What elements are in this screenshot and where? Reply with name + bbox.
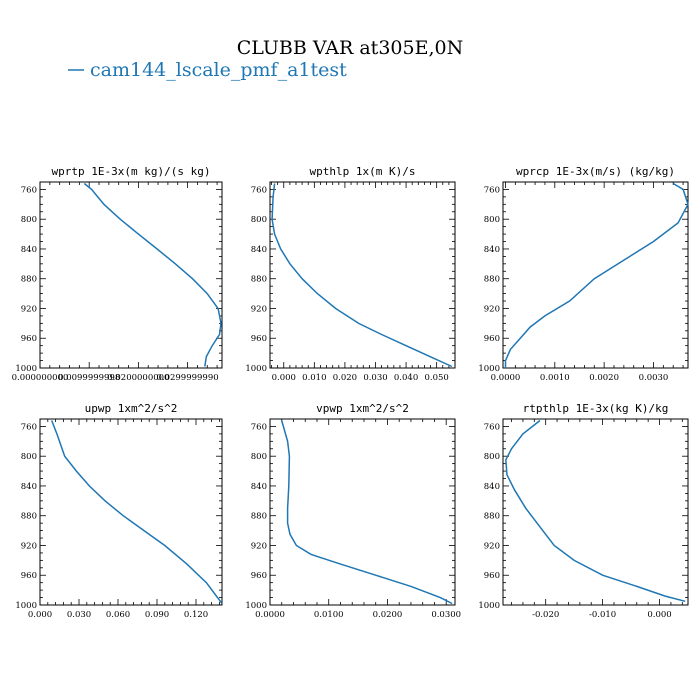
x-tick-label: 0.0000 [491, 373, 521, 383]
y-tick-label: 800 [484, 452, 500, 462]
y-tick-label: 840 [484, 245, 500, 255]
y-tick-label: 840 [21, 482, 37, 492]
panel-5: vpwp 1xm^2/s^2 760 800 840 880 920 960 10000.00… [245, 402, 461, 620]
plot-frame [269, 418, 456, 606]
x-tick-label: 0.000 [272, 373, 296, 383]
series-line [280, 420, 453, 605]
y-tick-label: 960 [251, 334, 267, 344]
series-line [51, 420, 223, 604]
y-tick-label: 880 [21, 512, 37, 522]
x-tick-label: 0.000 [28, 610, 52, 620]
legend-label: cam144_lscale_pmf_a1test [90, 59, 347, 81]
panel-title: wprcp 1E-3x(m/s) (kg/kg) [516, 165, 675, 178]
x-tick-label: 0.040 [394, 373, 418, 383]
panel-3: wprcp 1E-3x(m/s) (kg/kg) 760 800 840 880 920 9… [478, 165, 689, 383]
panel-title: wpthlp 1x(m K)/s [310, 165, 416, 178]
x-tick-label: 0.050 [424, 373, 448, 383]
x-tick-label: 0.0200 [373, 610, 403, 620]
x-tick-label: 0.0020 [589, 373, 619, 383]
panel-title: wprtp 1E-3x(m kg)/(s kg) [52, 165, 211, 178]
x-tick-label: 0.060 [106, 610, 130, 620]
panel-title: vpwp 1xm^2/s^2 [316, 402, 409, 415]
x-tick-label: 0.0299999990 [156, 373, 218, 383]
y-tick-label: 800 [251, 215, 267, 225]
y-tick-label: 920 [21, 304, 37, 314]
y-tick-label: 1000 [15, 364, 37, 374]
series-line [504, 182, 689, 368]
y-tick-label: 840 [251, 245, 267, 255]
plot-frame [269, 181, 456, 369]
y-tick-label: 1000 [245, 601, 267, 611]
y-tick-label: 840 [484, 482, 500, 492]
x-tick-label: 0.000 [647, 610, 671, 620]
x-tick-label: -0.010 [589, 610, 616, 620]
x-tick-label: 0.0000 [255, 610, 285, 620]
x-tick-label: 0.030 [67, 610, 91, 620]
x-tick-label: -0.020 [532, 610, 559, 620]
panel-title: upwp 1xm^2/s^2 [85, 402, 178, 415]
y-tick-label: 800 [21, 452, 37, 462]
y-tick-label: 880 [484, 512, 500, 522]
y-tick-label: 960 [251, 571, 267, 581]
x-tick-label: 0.0200000000 [107, 373, 169, 383]
y-tick-label: 760 [484, 422, 500, 432]
y-tick-label: 880 [251, 275, 267, 285]
y-tick-label: 1000 [478, 601, 500, 611]
plot-frame [502, 181, 689, 369]
y-tick-label: 800 [251, 452, 267, 462]
y-tick-label: 760 [251, 185, 267, 195]
y-tick-label: 760 [251, 422, 267, 432]
x-tick-label: 0.020 [333, 373, 357, 383]
x-tick-label: 0.030 [363, 373, 387, 383]
y-tick-label: 960 [21, 334, 37, 344]
series-line [83, 182, 222, 367]
panel-1: wprtp 1E-3x(m kg)/(s kg) 760 800 840 880 920 9… [12, 165, 223, 383]
x-tick-label: 0.000000000 [12, 373, 69, 383]
panel-6: rtpthlp 1E-3x(kg K)/kg 760 800 840 880 920 960… [478, 402, 689, 620]
figure-title: CLUBB VAR at305E,0N [237, 37, 463, 59]
legend: cam144_lscale_pmf_a1test [68, 59, 347, 81]
x-tick-label: 0.0010 [540, 373, 570, 383]
y-tick-label: 800 [21, 215, 37, 225]
y-tick-label: 800 [484, 215, 500, 225]
y-tick-label: 960 [484, 334, 500, 344]
plot-frame [39, 181, 223, 369]
x-tick-label: 0.010 [302, 373, 326, 383]
y-tick-label: 760 [21, 185, 37, 195]
y-tick-label: 920 [21, 541, 37, 551]
x-tick-label: 0.0100 [314, 610, 344, 620]
y-tick-label: 920 [251, 304, 267, 314]
y-tick-label: 880 [21, 275, 37, 285]
y-tick-label: 880 [484, 275, 500, 285]
x-tick-label: 0.090 [145, 610, 169, 620]
y-tick-label: 1000 [478, 364, 500, 374]
y-tick-label: 760 [21, 422, 37, 432]
panel-2: wpthlp 1x(m K)/s 760 800 840 880 920 960 1000 0.… [245, 165, 456, 383]
y-tick-label: 840 [21, 245, 37, 255]
x-tick-label: 0.0030 [639, 373, 669, 383]
y-tick-label: 880 [251, 512, 267, 522]
y-tick-label: 960 [484, 571, 500, 581]
y-tick-label: 840 [251, 482, 267, 492]
panels: wprtp 1E-3x(m kg)/(s kg) 760 800 840 880 920 9… [12, 165, 689, 620]
y-tick-label: 920 [484, 304, 500, 314]
y-tick-label: 960 [21, 571, 37, 581]
y-tick-label: 1000 [245, 364, 267, 374]
plot-frame [502, 418, 689, 606]
plot-frame [39, 418, 223, 606]
x-tick-label: 0.0300 [431, 610, 461, 620]
x-tick-label: 0.120 [184, 610, 208, 620]
y-tick-label: 920 [251, 541, 267, 551]
series-line [271, 183, 453, 368]
series-line [505, 419, 686, 603]
y-tick-label: 760 [484, 185, 500, 195]
x-tick-label: 0.0099999998 [58, 373, 120, 383]
y-tick-label: 1000 [15, 601, 37, 611]
panel-title: rtpthlp 1E-3x(kg K)/kg [523, 402, 669, 415]
panel-4: upwp 1xm^2/s^2 760 800 840 880 920 960 10000.00… [15, 402, 223, 620]
y-tick-label: 920 [484, 541, 500, 551]
